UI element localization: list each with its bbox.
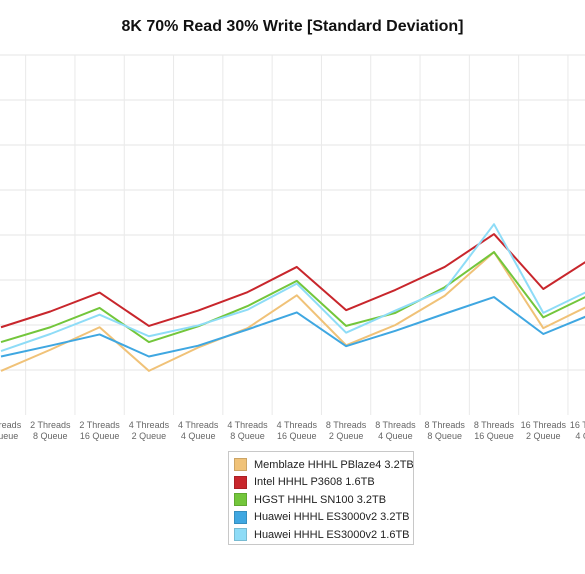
legend-item: Intel HHHL P3608 1.6TB	[234, 474, 413, 492]
x-tick-label: 8 Queue	[427, 431, 462, 441]
legend-swatch	[234, 493, 247, 507]
legend-swatch	[234, 475, 247, 489]
x-tick-label: 16 Queue	[80, 431, 120, 441]
x-tick-label: 4 Threads	[277, 420, 318, 430]
x-tick-label: 2 Threads	[30, 420, 71, 430]
legend-swatch	[234, 510, 247, 524]
x-tick-label: 16 Queue	[277, 431, 317, 441]
legend-label: HGST HHHL SN100 3.2TB	[254, 493, 387, 506]
x-tick-label: 8 Threads	[425, 420, 466, 430]
x-tick-label: 4 Queue	[0, 431, 18, 441]
legend-label: Huawei HHHL ES3000v2 3.2TB	[254, 511, 410, 524]
x-tick-label: 2 Queue	[132, 431, 167, 441]
x-tick-label: 8 Queue	[33, 431, 68, 441]
x-tick-label: 4 Queue	[575, 431, 585, 441]
x-tick-label: 8 Queue	[230, 431, 265, 441]
x-tick-label: 8 Threads	[474, 420, 515, 430]
x-tick-label: 16 Threads	[521, 420, 567, 430]
x-tick-label: 4 Queue	[378, 431, 413, 441]
x-tick-label: 16 Queue	[474, 431, 514, 441]
chart-title: 8K 70% Read 30% Write [Standard Deviatio…	[121, 18, 464, 35]
chart-legend: Memblaze HHHL PBlaze4 3.2TB Intel HHHL P3…	[228, 451, 414, 545]
x-tick-label: 16 Threads	[570, 420, 585, 430]
legend-label: Huawei HHHL ES3000v2 1.6TB	[254, 528, 410, 541]
x-tick-label: 2 Threads	[79, 420, 120, 430]
legend-label: Memblaze HHHL PBlaze4 3.2TB	[254, 458, 414, 471]
legend-item: HGST HHHL SN100 3.2TB	[234, 491, 413, 509]
legend-item: Huawei HHHL ES3000v2 3.2TB	[234, 509, 413, 527]
x-tick-label: 8 Threads	[326, 420, 367, 430]
x-tick-label: 4 Threads	[178, 420, 219, 430]
chart-grid	[0, 54, 585, 415]
x-tick-label: 8 Threads	[375, 420, 416, 430]
x-tick-label: 2 Queue	[329, 431, 364, 441]
legend-item: Huawei HHHL ES3000v2 1.6TB	[234, 526, 413, 544]
x-tick-label: 4 Threads	[227, 420, 268, 430]
legend-label: Intel HHHL P3608 1.6TB	[254, 476, 375, 489]
x-tick-label: 2 Queue	[526, 431, 561, 441]
x-tick-label: 2 Threads	[0, 420, 22, 430]
x-tick-label: 4 Queue	[181, 431, 216, 441]
legend-swatch	[234, 458, 247, 472]
legend-item: Memblaze HHHL PBlaze4 3.2TB	[234, 456, 414, 474]
series-line-3	[0, 296, 585, 358]
chart-series	[0, 223, 585, 372]
legend-swatch	[234, 528, 247, 542]
x-tick-label: 4 Threads	[129, 420, 170, 430]
